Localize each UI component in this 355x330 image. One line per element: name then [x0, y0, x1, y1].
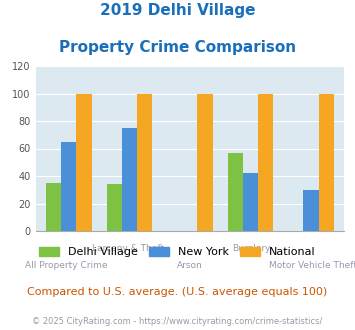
- Bar: [137, 93, 152, 231]
- Text: © 2025 CityRating.com - https://www.cityrating.com/crime-statistics/: © 2025 CityRating.com - https://www.city…: [32, 317, 323, 326]
- Bar: [106, 184, 122, 231]
- Bar: [197, 93, 213, 231]
- Bar: [76, 93, 92, 231]
- Text: Arson: Arson: [177, 261, 203, 270]
- Bar: [258, 93, 273, 231]
- Bar: [243, 173, 258, 231]
- Text: Burglary: Burglary: [233, 244, 271, 253]
- Legend: Delhi Village, New York, National: Delhi Village, New York, National: [35, 242, 320, 262]
- Bar: [304, 190, 319, 231]
- Bar: [228, 152, 243, 231]
- Text: Property Crime Comparison: Property Crime Comparison: [59, 40, 296, 54]
- Bar: [319, 93, 334, 231]
- Text: Larceny & Theft: Larceny & Theft: [92, 244, 164, 253]
- Bar: [122, 128, 137, 231]
- Bar: [61, 142, 76, 231]
- Text: Compared to U.S. average. (U.S. average equals 100): Compared to U.S. average. (U.S. average …: [27, 287, 328, 297]
- Text: Motor Vehicle Theft: Motor Vehicle Theft: [269, 261, 355, 270]
- Bar: [46, 183, 61, 231]
- Text: 2019 Delhi Village: 2019 Delhi Village: [100, 3, 255, 18]
- Text: All Property Crime: All Property Crime: [25, 261, 108, 270]
